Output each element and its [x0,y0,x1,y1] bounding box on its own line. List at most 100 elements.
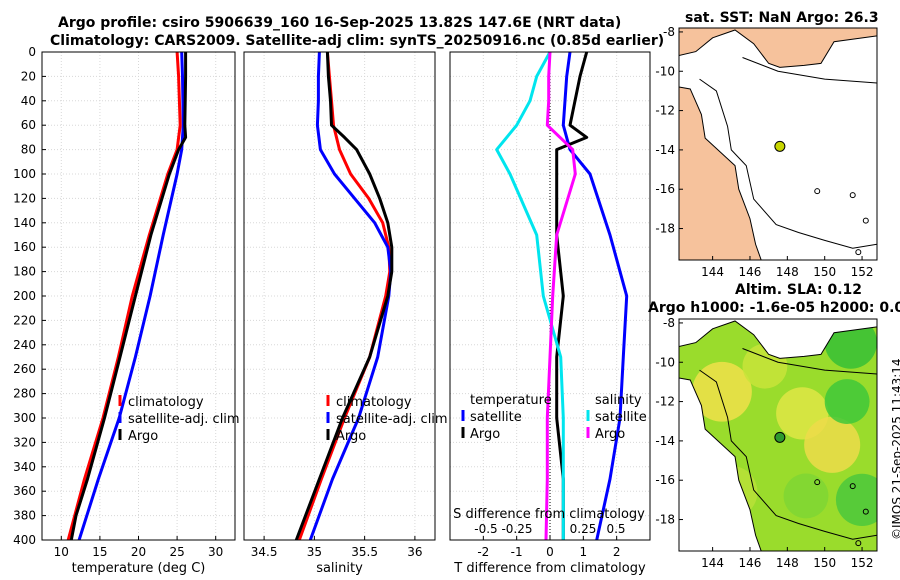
y-tick-label: 80 [21,143,36,157]
x-tick-label: 25 [169,545,184,559]
y-tick-label: 160 [13,240,36,254]
y-tick-label: 240 [13,338,36,352]
series-line-temperature-argo [555,51,589,540]
land-australia [679,377,762,551]
depth-contour [699,78,877,249]
lon-tick-label: 144 [701,556,724,570]
y-tick-label: 40 [21,94,36,108]
island [814,479,821,486]
sla-patch [804,416,861,473]
series-line-satellite-adj-clim [308,51,393,541]
legend-label: satellite-adj. clim [336,412,448,427]
y-tick-label: 340 [13,460,36,474]
x-tick-label: 20 [131,545,146,559]
y-tick-label: 260 [13,362,36,376]
depth-contour [699,369,877,540]
lat-tick-label: -10 [655,355,675,369]
lon-tick-label: 146 [739,265,762,279]
sla-map-title-line2: Argo h1000: -1.6e-05 h2000: 0.01 [648,300,900,316]
y-tick-label: 0 [28,45,36,59]
y-tick-label: 120 [13,191,36,205]
x-axis-label: salinity [316,561,363,576]
x-tick-label: 15 [92,545,107,559]
lon-tick-label: 148 [776,556,799,570]
lat-tick-label: -14 [655,143,675,157]
x-tick-label: 30 [208,545,223,559]
sst-map: 144 146 148 150 152 -8 -10 -12 -14 -16 -18 [655,25,878,279]
sla-map: 144 146 148 150 152 -8 -10 -12 -14 -16 -18 [655,316,878,570]
sla-patch [835,473,877,527]
lon-tick-label: 148 [776,265,799,279]
top-axis-label: S difference from climatology [453,507,645,522]
legend-label: satellite-adj. clim [128,412,240,427]
island [855,540,862,547]
argo-marker [774,431,786,443]
x-tick-label: -1 [511,545,523,559]
x-axis-label: temperature (deg C) [72,561,206,576]
map-frame [678,318,878,552]
y-tick-label: 360 [13,484,36,498]
sla-map-title-line1: Altim. SLA: 0.12 [735,282,863,298]
figure-title-line2: Climatology: CARS2009. Satellite-adj cli… [50,33,665,49]
top-tick-label: 0.25 [570,522,597,536]
y-tick-label: 180 [13,265,36,279]
island [814,188,821,195]
lon-tick-label: 152 [851,556,874,570]
y-tick-label: 140 [13,216,36,230]
depth-contour [742,348,877,375]
lon-tick-label: 146 [739,556,762,570]
lat-tick-label: -16 [655,473,675,487]
lat-tick-label: -18 [655,222,675,236]
x-tick-label: 10 [54,545,69,559]
legend-label: Argo [595,427,625,442]
depth-contour [742,57,877,84]
argo-marker [774,140,786,152]
land-australia [679,86,762,260]
legend-label: climatology [128,395,204,410]
x-tick-label: 2 [613,545,621,559]
y-tick-label: 20 [21,69,36,83]
y-tick-label: 100 [13,167,36,181]
lat-tick-label: -8 [663,25,675,39]
lon-tick-label: 144 [701,265,724,279]
legend-label: Argo [128,429,158,444]
legend-label: climatology [336,395,412,410]
lon-tick-label: 150 [813,556,836,570]
top-tick-label: -0.5 [474,522,497,536]
lon-tick-label: 152 [851,265,874,279]
series-line-temperature-satellite [561,51,629,541]
sla-patch [692,361,752,422]
lat-tick-label: -18 [655,513,675,527]
sst-map-title: sat. SST: NaN Argo: 26.3 [685,10,879,26]
x-tick-label: 35 [307,545,322,559]
x-tick-label: -2 [477,545,489,559]
island [855,249,862,256]
series-line-argo [294,51,394,541]
x-tick-label: 34.5 [251,545,278,559]
profile-panel-2: 34.5 35 35.5 36 salinity climatology satellite… [243,51,448,576]
legend-title-salinity: salinity [595,393,642,408]
x-tick-label: 1 [580,545,588,559]
legend-label: Argo [336,429,366,444]
series-line-argo [69,52,188,541]
y-tick-label: 380 [13,509,36,523]
island [849,483,856,490]
y-tick-label: 300 [13,411,36,425]
legend-label: satellite [470,410,522,425]
lat-tick-label: -14 [655,434,675,448]
lon-tick-label: 150 [813,265,836,279]
y-tick-label: 60 [21,118,36,132]
axes-frame [243,51,436,541]
y-tick-label: 200 [13,289,36,303]
series-line-salinity-argo [544,51,577,541]
top-tick-label: 0.5 [606,522,625,536]
x-tick-label: 35.5 [351,545,378,559]
lat-tick-label: -8 [663,316,675,330]
lat-tick-label: -10 [655,64,675,78]
y-tick-label: 280 [13,387,36,401]
top-tick-label: -0.25 [501,522,532,536]
x-tick-label: 0 [546,545,554,559]
